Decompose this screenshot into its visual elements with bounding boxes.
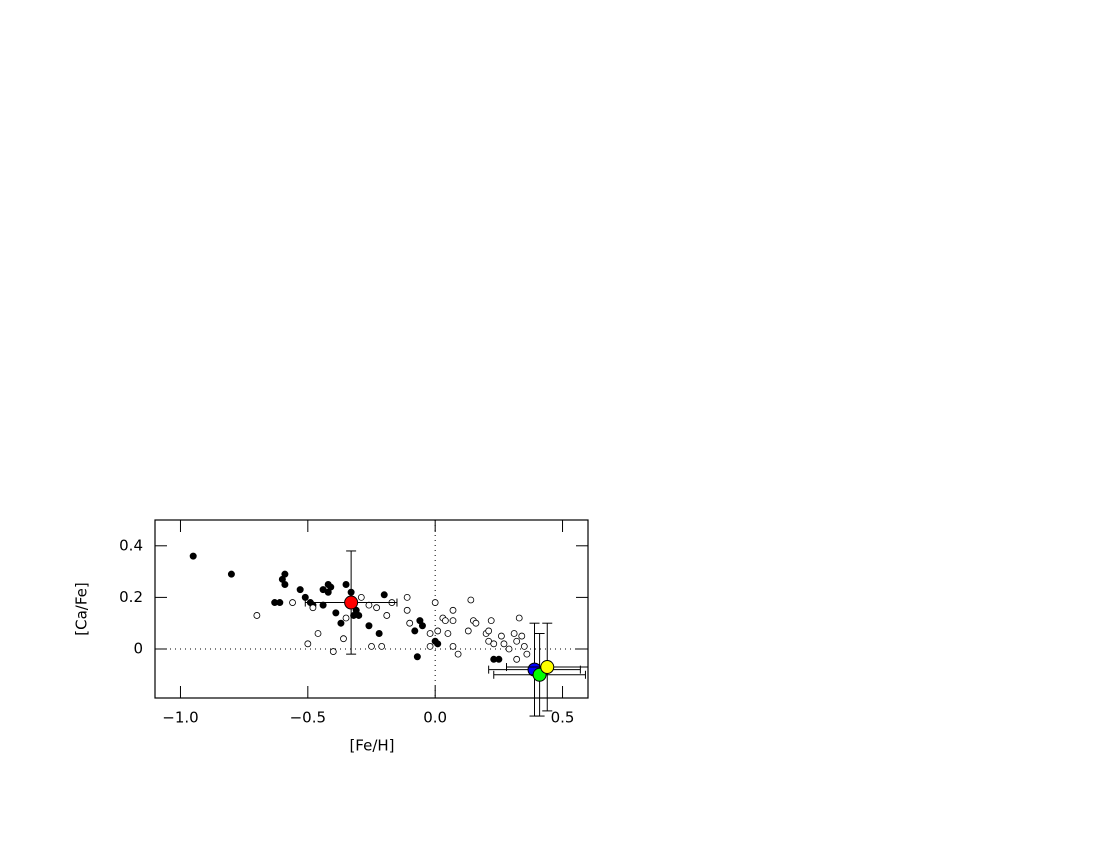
point (441, 617, 449, 625)
y-axis-label: [Ca/Fe] (73, 582, 91, 635)
y-tick-label: 0.2 (119, 588, 143, 606)
y-tick-label: 0 (133, 639, 143, 657)
point (296, 586, 304, 594)
point (500, 640, 508, 648)
point (505, 645, 513, 653)
point (518, 632, 526, 640)
point (375, 630, 383, 638)
point (431, 599, 439, 606)
point (449, 606, 457, 614)
point (497, 632, 505, 640)
point (426, 630, 434, 637)
point (281, 580, 289, 588)
point (495, 655, 503, 663)
point (472, 619, 480, 627)
point (449, 617, 457, 625)
x-tick-label: 0.0 (423, 709, 447, 727)
point (444, 630, 452, 637)
point (329, 648, 337, 655)
point (403, 593, 411, 601)
point (426, 643, 434, 650)
point (464, 627, 472, 635)
point (520, 643, 528, 650)
point (344, 595, 359, 610)
point (357, 593, 365, 601)
point (304, 640, 312, 648)
point (289, 599, 296, 606)
point (434, 627, 442, 635)
point (324, 588, 332, 596)
y-tick-label: 0.4 (119, 536, 143, 554)
point (342, 614, 350, 622)
point (365, 622, 373, 630)
point (355, 611, 363, 619)
point (380, 591, 388, 599)
point (337, 619, 345, 627)
point (189, 552, 197, 560)
point (314, 630, 322, 637)
point (523, 650, 531, 658)
point (340, 635, 347, 643)
point (253, 612, 261, 619)
point (515, 614, 523, 622)
point (449, 643, 457, 650)
point (513, 637, 521, 645)
point (373, 604, 380, 612)
point (418, 622, 426, 630)
point (487, 617, 495, 625)
point (368, 643, 375, 650)
x-axis-label: [Fe/H] (349, 737, 394, 755)
point (383, 612, 391, 619)
point (540, 660, 555, 675)
point (467, 596, 475, 604)
point (485, 627, 493, 635)
x-tick-label: −0.5 (290, 709, 326, 727)
point (378, 643, 386, 650)
point (510, 630, 518, 637)
point (513, 655, 521, 663)
x-tick-label: −1.0 (162, 709, 198, 727)
point (411, 627, 419, 635)
point (454, 650, 462, 658)
point (403, 606, 411, 614)
x-tick-label: 0.5 (551, 709, 575, 727)
point (276, 599, 284, 607)
point (413, 653, 421, 661)
point (309, 604, 317, 612)
plot-frame (154, 519, 589, 699)
point (434, 640, 442, 648)
point (406, 619, 414, 627)
point (490, 640, 498, 648)
point (227, 570, 235, 578)
point (332, 609, 340, 617)
point (342, 580, 350, 588)
